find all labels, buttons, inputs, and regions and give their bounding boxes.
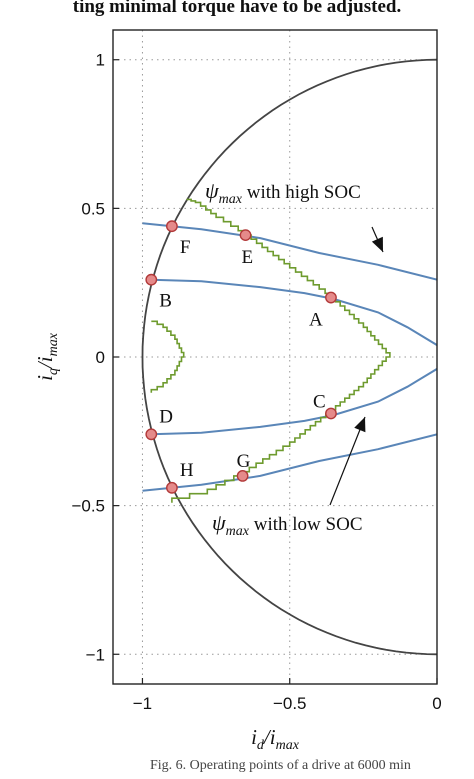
operating-point-h: [166, 481, 178, 494]
y-tick-label: 1: [96, 51, 105, 70]
y-tick-label: −1: [86, 645, 105, 664]
annotations: ψmax with high SOC ψmax with low SOC: [205, 178, 384, 539]
x-tick-label: −0.5: [273, 694, 307, 713]
operating-point-d: [145, 428, 158, 441]
torque-curve: [142, 222, 437, 281]
annotation-arrow-head: [354, 417, 366, 433]
voltage-limit-high-soc: [171, 198, 391, 503]
x-tick-label: −1: [133, 694, 152, 713]
annotation-arrow-head: [371, 236, 383, 252]
operating-point-label-e: E: [242, 247, 254, 268]
footer-text: Fig. 6. Operating points of a drive at 6…: [150, 758, 411, 773]
header-text: ting minimal torque have to be adjusted.: [72, 0, 402, 17]
operating-point-b: [145, 273, 158, 286]
operating-point-a: [325, 291, 337, 304]
y-tick-label: 0: [96, 348, 105, 367]
plot-curves: [141, 58, 437, 656]
voltage-limit-low-soc: [150, 320, 185, 393]
operating-point-label-a: A: [309, 310, 323, 331]
y-axis-label: iq/imax: [33, 332, 61, 381]
y-tick-label: 0.5: [81, 199, 105, 218]
operating-points: A B C D E F G H: [145, 220, 337, 494]
axis-ticks: −1 −0.5 0 1 0.5 0 −0.5 −1: [71, 51, 441, 713]
operating-point-label-d: D: [159, 406, 173, 427]
annotation-high-soc: ψmax with high SOC: [205, 178, 361, 207]
operating-point-f: [166, 220, 178, 233]
y-tick-label: −0.5: [71, 497, 105, 516]
annotation-arrow-line: [329, 416, 366, 506]
annotation-low-soc: ψmax with low SOC: [212, 510, 363, 539]
operating-point-label-c: C: [313, 391, 326, 412]
operating-point-e: [239, 229, 252, 242]
x-axis-label: id/imax: [251, 725, 300, 753]
operating-point-g: [236, 470, 249, 482]
current-limit-circle: [141, 58, 437, 656]
operating-point-c: [325, 407, 337, 420]
operating-point-label-h: H: [180, 460, 194, 481]
operating-point-label-g: G: [237, 451, 251, 472]
operating-point-label-f: F: [180, 237, 191, 258]
torque-curve: [151, 368, 437, 436]
operating-point-label-b: B: [159, 291, 172, 312]
x-tick-label: 0: [432, 694, 441, 713]
torque-curve: [142, 433, 437, 492]
torque-curve: [151, 278, 437, 346]
